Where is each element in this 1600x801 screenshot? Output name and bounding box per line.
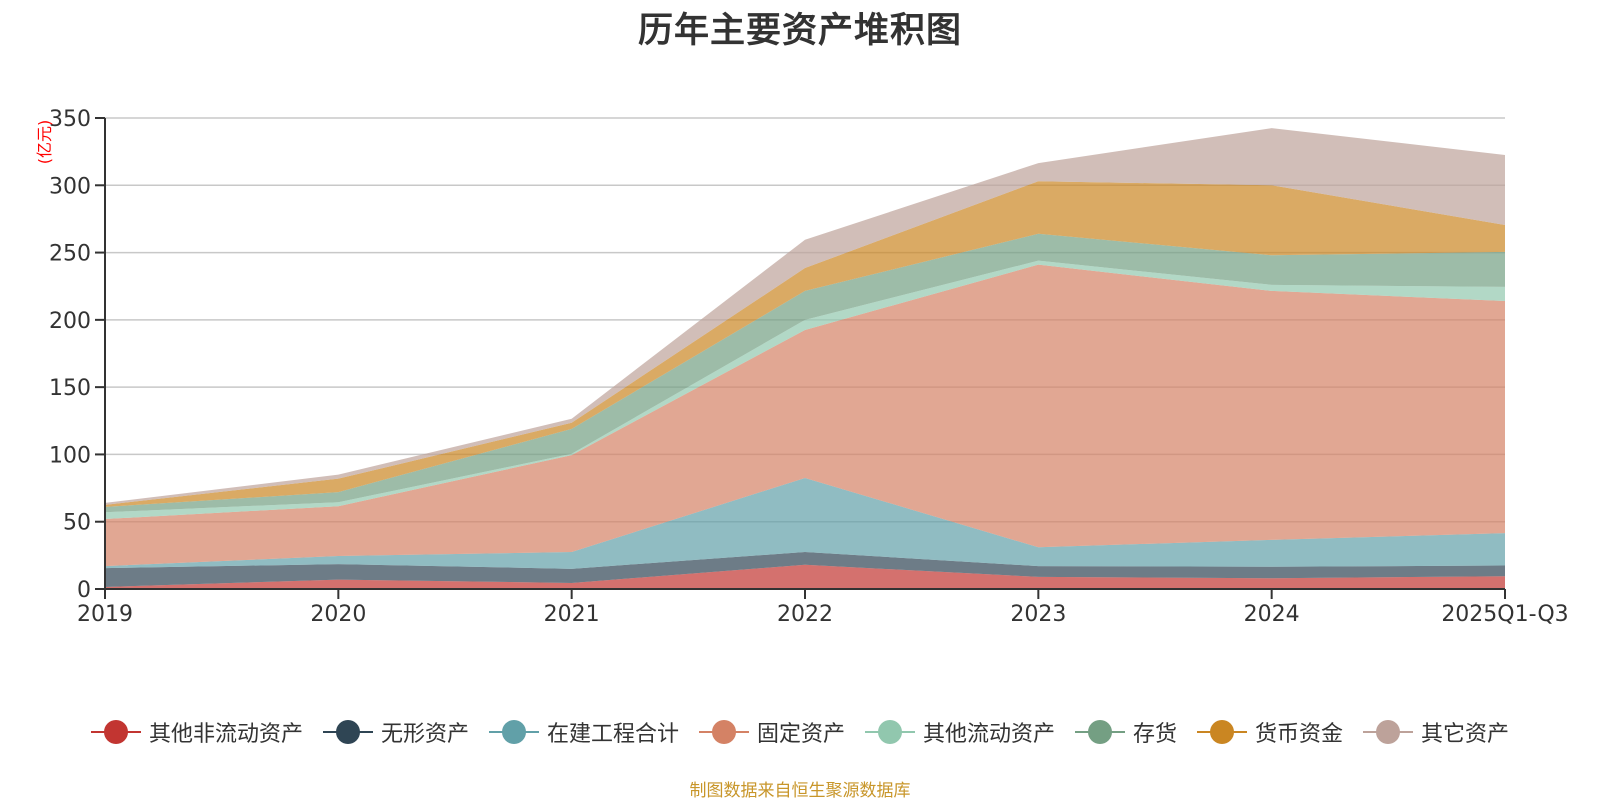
area-series-4[interactable] xyxy=(105,260,1505,520)
x-tick-label: 2022 xyxy=(777,602,833,627)
y-tick-label: 50 xyxy=(63,511,91,536)
x-tick-label: 2019 xyxy=(77,602,133,627)
chart-title: 历年主要资产堆积图 xyxy=(637,11,962,51)
x-tick-label: 2020 xyxy=(310,602,366,627)
area-series-5[interactable] xyxy=(105,233,1505,513)
legend-marker-icon xyxy=(1075,719,1126,745)
legend-label: 其它资产 xyxy=(1421,722,1510,747)
area-series-2[interactable] xyxy=(105,477,1505,569)
axes: 0 50 100 150 200 250 300 350 2019 2020 2021 2022 202… xyxy=(49,107,1569,627)
legend-item[interactable]: 无形资产 xyxy=(322,716,469,748)
source-note: 制图数据来自恒生聚源数据库 xyxy=(689,781,911,801)
legend-label: 在建工程合计 xyxy=(546,722,679,747)
area-series-7[interactable] xyxy=(105,128,1505,505)
legend-item[interactable]: 在建工程合计 xyxy=(488,716,679,748)
y-tick-label: 250 xyxy=(49,242,91,267)
y-tick-label: 150 xyxy=(49,376,91,401)
legend-marker-icon xyxy=(1197,719,1248,745)
legend-item[interactable]: 其它资产 xyxy=(1363,716,1509,748)
legend-label: 存货 xyxy=(1133,722,1178,747)
legend-marker-icon xyxy=(488,719,539,745)
legend-label: 其他流动资产 xyxy=(923,722,1056,747)
legend-item[interactable]: 固定资产 xyxy=(698,716,845,748)
x-tick-label: 2024 xyxy=(1244,602,1300,627)
y-tick-label: 100 xyxy=(49,443,91,468)
area-series-1[interactable] xyxy=(105,551,1505,587)
legend-marker-icon xyxy=(1363,719,1414,745)
legend-item[interactable]: 货币资金 xyxy=(1197,716,1343,748)
legend-marker-icon xyxy=(865,719,915,745)
legend-label: 货币资金 xyxy=(1255,722,1344,747)
legend-label: 无形资产 xyxy=(380,722,469,747)
y-axis-unit-label: (亿元) xyxy=(35,120,54,165)
legend-marker-icon xyxy=(90,719,141,745)
legend-label: 其他非流动资产 xyxy=(148,722,303,747)
legend-item[interactable]: 其他非流动资产 xyxy=(90,716,303,748)
legend-marker-icon xyxy=(322,719,373,745)
x-tick-label: 2021 xyxy=(544,602,600,627)
x-tick-label: 2023 xyxy=(1010,602,1066,627)
y-tick-label: 300 xyxy=(49,174,91,199)
legend-item[interactable]: 其他流动资产 xyxy=(865,716,1055,748)
legend-item[interactable]: 存货 xyxy=(1075,716,1177,748)
stacked-area-chart: 0 50 100 150 200 250 300 350 2019 2020 2021 2022 202… xyxy=(35,107,1569,627)
legend-marker-icon xyxy=(698,719,749,745)
y-tick-label: 200 xyxy=(49,309,91,334)
legend-label: 固定资产 xyxy=(756,722,845,747)
x-tick-label: 2025Q1-Q3 xyxy=(1441,602,1568,627)
area-series-3[interactable] xyxy=(105,264,1505,567)
legend: 其他非流动资产 无形资产 在建工程合计 固定资产 其他流动资产 存货 货币资金 其它资产 xyxy=(0,716,1600,748)
area-series-0[interactable] xyxy=(105,564,1505,589)
area-series-6[interactable] xyxy=(105,181,1505,507)
y-tick-label: 0 xyxy=(77,578,91,603)
area-series xyxy=(105,128,1505,589)
y-tick-label: 350 xyxy=(49,107,91,132)
